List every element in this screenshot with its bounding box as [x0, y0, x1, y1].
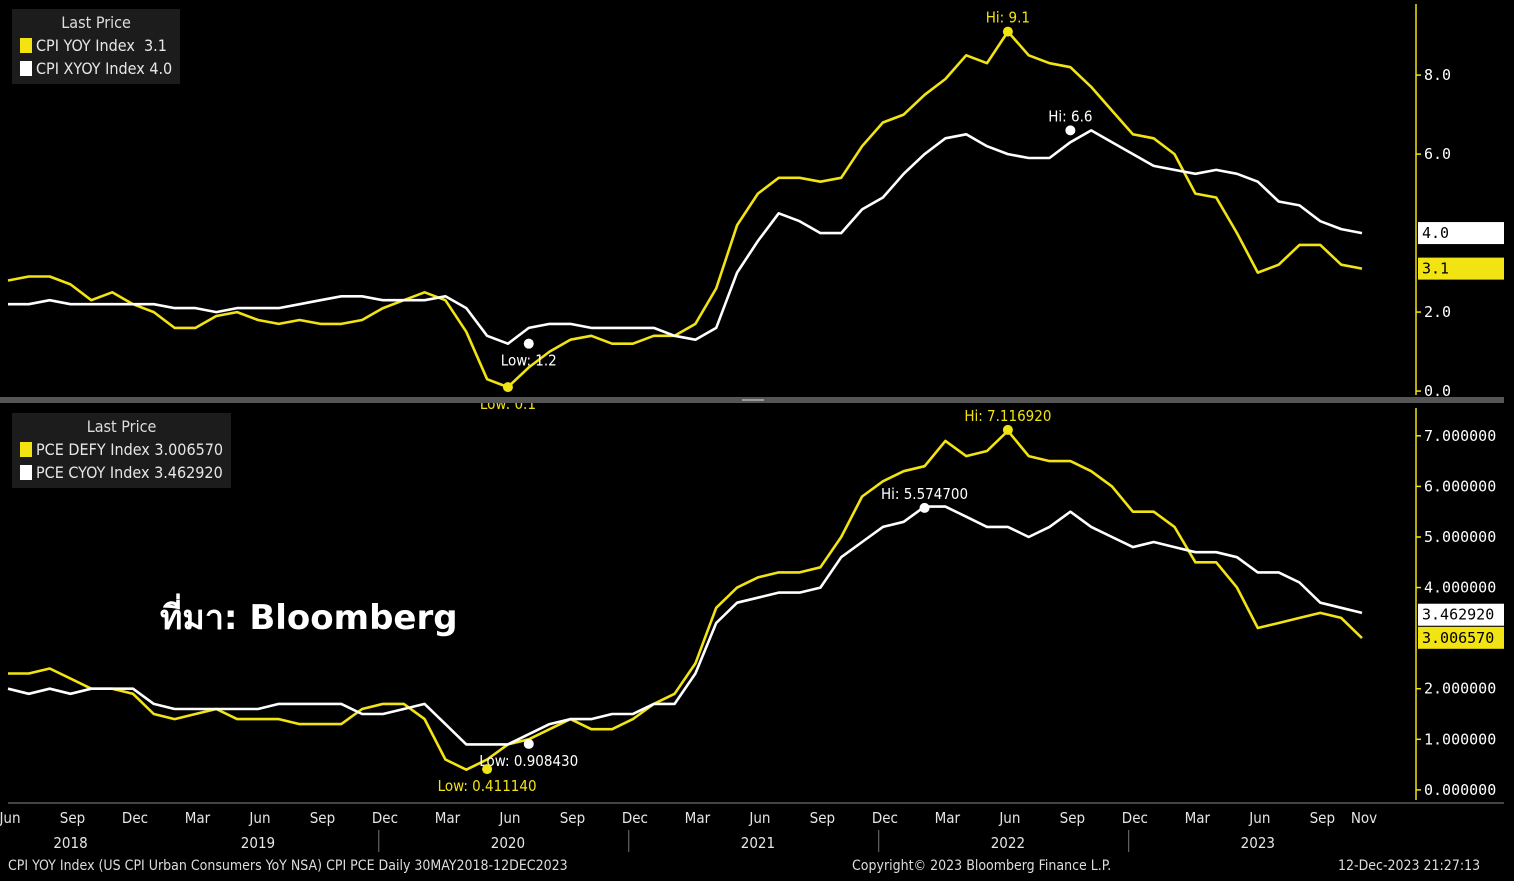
x-year-label: 2019 — [241, 834, 275, 852]
cpi-legend: Last Price CPI YOY Index 3.1 CPI XYOY In… — [12, 9, 181, 84]
last-value-box — [1418, 222, 1504, 245]
y-tick-label: 6.0 — [1424, 145, 1451, 163]
x-tick-label: Mar — [1185, 809, 1211, 827]
extreme-marker — [502, 382, 513, 393]
x-tick-label: Sep — [60, 809, 85, 827]
last-value-box — [1418, 603, 1504, 626]
annotation-label: Low: 0.908430 — [479, 752, 578, 770]
x-tick-label: Jun — [0, 809, 21, 827]
x-tick-label: Sep — [810, 809, 835, 827]
y-tick-label: 6.000000 — [1424, 477, 1496, 495]
extreme-marker — [1002, 26, 1013, 37]
yellow-swatch-icon — [20, 38, 32, 53]
y-tick-label: 0.000000 — [1424, 781, 1496, 799]
y-tick-label: 2.0 — [1424, 303, 1451, 321]
x-year-label: 2022 — [991, 834, 1025, 852]
x-tick-label: Sep — [310, 809, 335, 827]
legend-entry-pce-cyoy[interactable]: PCE CYOY Index 3.462920 — [20, 461, 223, 484]
legend-value: 4.0 — [149, 59, 173, 78]
last-value-box — [1418, 257, 1504, 280]
annotation-label: Hi: 5.574700 — [881, 485, 968, 503]
legend-value: 3.462920 — [154, 463, 223, 482]
x-year-label: 2023 — [1241, 834, 1275, 852]
last-value-label: 3.462920 — [1422, 606, 1494, 624]
x-year-label: 2020 — [491, 834, 525, 852]
y-tick-label: 7.000000 — [1424, 427, 1496, 445]
x-tick-label: Jun — [1248, 809, 1270, 827]
y-tick-label: 4.000000 — [1424, 579, 1496, 597]
legend-entry-cpi-yoy[interactable]: CPI YOY Index 3.1 — [20, 34, 172, 57]
annotation-label: Hi: 7.116920 — [964, 407, 1051, 425]
x-tick-label: Mar — [935, 809, 961, 827]
x-tick-label: Jun — [248, 809, 270, 827]
x-tick-label: Dec — [122, 809, 148, 827]
white-swatch-icon — [20, 61, 32, 76]
x-tick-label: Nov — [1351, 809, 1377, 827]
y-tick-label: 8.0 — [1424, 66, 1451, 84]
legend-entry-cpi-xyoy[interactable]: CPI XYOY Index 4.0 — [20, 57, 172, 80]
x-tick-label: Mar — [685, 809, 711, 827]
legend-value: 3.1 — [144, 36, 167, 55]
y-tick-label: 5.000000 — [1424, 528, 1496, 546]
legend-title: Last Price — [86, 417, 157, 436]
last-value-label: 4.0 — [1422, 224, 1449, 242]
source-label: ที่มา: Bloomberg — [160, 598, 458, 638]
pce-panel: 0.000000 1.000000 2.000000 4.000000 5.000000… — [7, 407, 1504, 800]
x-tick-label: Dec — [872, 809, 898, 827]
x-tick-label: Sep — [560, 809, 585, 827]
x-tick-label: Jun — [498, 809, 520, 827]
extreme-marker — [482, 764, 493, 775]
annotation-label: Low: 1.2 — [501, 352, 557, 370]
yellow-swatch-icon — [20, 442, 32, 457]
cpi-panel: 0.0 2.0 6.0 8.0 4.0 3.1 Hi: 9.1 Hi: 6.6 Low: 1.2… — [7, 4, 1504, 413]
y-tick-label: 1.000000 — [1424, 730, 1496, 748]
footer-copyright: Copyright© 2023 Bloomberg Finance L.P. — [852, 858, 1112, 874]
divider-grip-icon[interactable] — [742, 399, 764, 401]
legend-label: CPI YOY Index — [36, 36, 135, 55]
last-value-label: 3.1 — [1422, 260, 1449, 278]
x-tick-label: Dec — [1122, 809, 1148, 827]
x-tick-label: Dec — [622, 809, 648, 827]
last-value-label: 3.006570 — [1422, 629, 1494, 647]
x-tick-label: Dec — [372, 809, 398, 827]
extreme-marker — [919, 502, 930, 513]
x-tick-label: Sep — [1310, 809, 1335, 827]
x-tick-label: Jun — [998, 809, 1020, 827]
series-line-pce-cyoy-index[interactable] — [7, 505, 1363, 746]
legend-label: PCE DEFY Index — [36, 440, 150, 459]
pce-legend: Last Price PCE DEFY Index 3.006570 PCE C… — [12, 413, 232, 488]
legend-value: 3.006570 — [154, 440, 224, 459]
extreme-marker — [1065, 125, 1076, 136]
legend-entry-pce-defy[interactable]: PCE DEFY Index 3.006570 — [20, 438, 223, 461]
annotation-label: Low: 0.411140 — [438, 777, 537, 795]
x-tick-label: Sep — [1060, 809, 1085, 827]
extreme-marker — [523, 738, 534, 749]
x-year-label: 2018 — [53, 834, 87, 852]
x-axis: Jun Sep Dec Mar Jun Sep Dec Mar Jun Sep Dec Mar Jun S… — [0, 802, 1504, 852]
annotation-label: Hi: 6.6 — [1048, 107, 1092, 125]
series-line-cpi-xyoy-index[interactable] — [8, 129, 1363, 346]
white-swatch-icon — [20, 465, 32, 480]
x-year-label: 2021 — [741, 834, 775, 852]
extreme-marker — [1002, 424, 1013, 435]
x-tick-label: Mar — [435, 809, 461, 827]
legend-title: Last Price — [61, 13, 131, 32]
y-tick-label: 2.000000 — [1424, 680, 1496, 698]
y-tick-label: 0.0 — [1424, 382, 1451, 400]
x-tick-label: Jun — [748, 809, 770, 827]
x-tick-label: Mar — [185, 809, 211, 827]
series-line-cpi-yoy-index[interactable] — [7, 30, 1363, 389]
footer-description: CPI YOY Index (US CPI Urban Consumers Yo… — [8, 858, 568, 874]
legend-label: CPI XYOY Index — [36, 59, 145, 78]
extreme-marker — [523, 338, 534, 349]
legend-label: PCE CYOY Index — [36, 463, 150, 482]
series-line-pce-defy-index[interactable] — [8, 429, 1363, 772]
last-value-box — [1418, 626, 1504, 649]
annotation-label: Hi: 9.1 — [986, 9, 1030, 27]
footer-timestamp: 12-Dec-2023 21:27:13 — [1338, 858, 1481, 874]
